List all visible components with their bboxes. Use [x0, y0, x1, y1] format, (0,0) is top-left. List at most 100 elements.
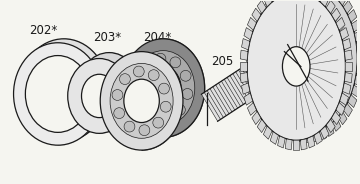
Polygon shape: [240, 50, 248, 60]
Polygon shape: [348, 10, 357, 22]
Polygon shape: [264, 126, 272, 139]
Circle shape: [161, 112, 171, 123]
Circle shape: [139, 125, 150, 136]
Polygon shape: [257, 0, 266, 13]
Polygon shape: [244, 93, 253, 105]
Polygon shape: [338, 0, 347, 6]
Polygon shape: [352, 85, 360, 97]
Polygon shape: [99, 53, 141, 133]
Circle shape: [160, 101, 171, 112]
Polygon shape: [348, 95, 357, 107]
Circle shape: [141, 61, 152, 72]
Polygon shape: [240, 62, 247, 71]
Text: 205: 205: [211, 55, 234, 68]
Polygon shape: [293, 140, 299, 150]
Polygon shape: [357, 54, 360, 63]
Ellipse shape: [132, 51, 195, 125]
Text: 204*: 204*: [143, 31, 171, 44]
Polygon shape: [256, 20, 265, 32]
Polygon shape: [343, 0, 352, 13]
Circle shape: [134, 77, 145, 88]
Polygon shape: [300, 139, 307, 150]
Polygon shape: [296, 0, 357, 140]
Circle shape: [148, 70, 159, 81]
Polygon shape: [346, 62, 352, 71]
Polygon shape: [320, 126, 329, 139]
Polygon shape: [201, 57, 275, 121]
Polygon shape: [319, 128, 327, 140]
Polygon shape: [338, 112, 347, 125]
Circle shape: [124, 121, 135, 132]
Ellipse shape: [91, 68, 127, 112]
Polygon shape: [326, 0, 335, 13]
Circle shape: [153, 117, 164, 128]
Polygon shape: [345, 50, 352, 60]
Polygon shape: [247, 17, 256, 30]
Polygon shape: [332, 112, 341, 125]
Circle shape: [112, 90, 123, 100]
Polygon shape: [242, 39, 250, 50]
Polygon shape: [340, 28, 348, 40]
Polygon shape: [270, 0, 278, 1]
Polygon shape: [247, 103, 256, 115]
Polygon shape: [240, 72, 248, 83]
Polygon shape: [332, 118, 341, 131]
Ellipse shape: [122, 39, 204, 137]
Polygon shape: [343, 83, 351, 94]
Polygon shape: [314, 132, 322, 144]
Polygon shape: [262, 56, 285, 77]
Polygon shape: [270, 132, 278, 144]
Polygon shape: [326, 124, 334, 137]
Circle shape: [155, 53, 166, 64]
Polygon shape: [141, 39, 204, 150]
Ellipse shape: [124, 79, 159, 123]
Polygon shape: [252, 65, 260, 75]
Polygon shape: [259, 95, 268, 107]
Polygon shape: [256, 85, 265, 97]
Polygon shape: [355, 75, 360, 86]
Polygon shape: [275, 118, 284, 131]
Polygon shape: [356, 42, 360, 52]
Circle shape: [146, 108, 157, 119]
Polygon shape: [312, 131, 319, 142]
Polygon shape: [252, 42, 260, 52]
Ellipse shape: [81, 74, 117, 118]
Circle shape: [133, 66, 144, 77]
Circle shape: [135, 95, 146, 106]
Polygon shape: [264, 0, 273, 13]
Polygon shape: [326, 119, 335, 132]
Circle shape: [175, 104, 185, 115]
Ellipse shape: [77, 53, 141, 128]
Polygon shape: [297, 131, 304, 142]
Ellipse shape: [19, 39, 108, 141]
Polygon shape: [336, 103, 345, 115]
Polygon shape: [343, 39, 351, 50]
Polygon shape: [278, 136, 285, 148]
Ellipse shape: [68, 59, 131, 133]
Ellipse shape: [145, 66, 181, 110]
Ellipse shape: [110, 63, 173, 138]
Polygon shape: [242, 83, 250, 94]
Polygon shape: [257, 119, 266, 132]
Polygon shape: [343, 104, 352, 117]
Circle shape: [182, 89, 193, 99]
Polygon shape: [305, 132, 311, 142]
Circle shape: [170, 57, 181, 68]
Polygon shape: [58, 39, 108, 145]
Polygon shape: [285, 139, 292, 150]
Ellipse shape: [14, 43, 102, 145]
Polygon shape: [275, 45, 301, 73]
Polygon shape: [253, 75, 262, 86]
Polygon shape: [307, 136, 315, 148]
Polygon shape: [336, 17, 345, 30]
Polygon shape: [253, 31, 262, 42]
Polygon shape: [269, 112, 278, 125]
Polygon shape: [264, 104, 273, 117]
Circle shape: [120, 74, 130, 84]
Circle shape: [158, 83, 170, 94]
Ellipse shape: [294, 39, 322, 78]
Ellipse shape: [259, 0, 357, 132]
Text: 202*: 202*: [30, 24, 58, 37]
Polygon shape: [252, 112, 261, 125]
Polygon shape: [244, 28, 253, 40]
